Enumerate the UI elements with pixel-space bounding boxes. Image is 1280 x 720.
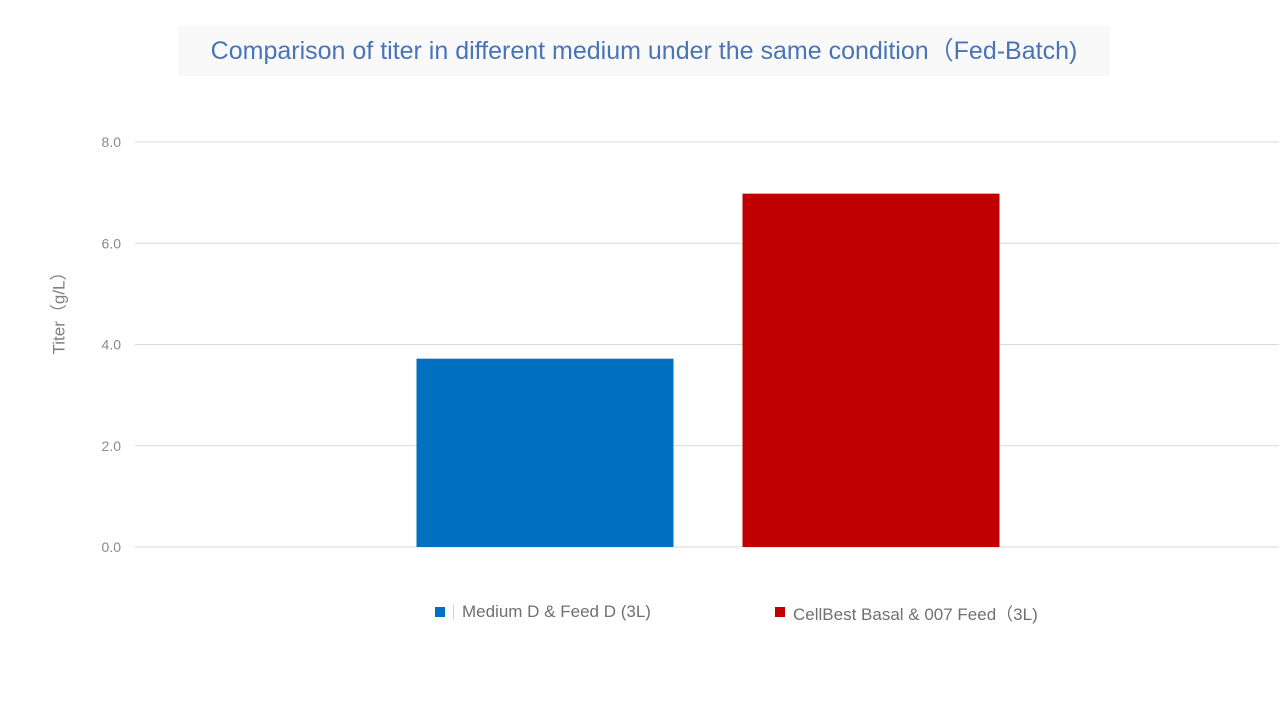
- legend-label-series-2: CellBest Basal & 007 Feed（3L): [793, 604, 1038, 624]
- title-box: Comparison of titer in different medium …: [178, 26, 1110, 76]
- legend-item-series-1: Medium D & Feed D (3L): [435, 600, 651, 624]
- legend-swatch-series-1: [435, 607, 445, 617]
- bar-series-1: [416, 358, 674, 547]
- legend-swatch-series-2: [775, 607, 785, 617]
- legend-separator: [453, 605, 454, 619]
- y-tick-label: 0.0: [102, 539, 122, 555]
- legend: Medium D & Feed D (3L) CellBest Basal & …: [0, 600, 1280, 624]
- y-tick-label: 8.0: [102, 134, 122, 150]
- y-tick-label: 2.0: [102, 438, 122, 454]
- y-tick-label: 6.0: [102, 235, 122, 251]
- legend-item-series-2: CellBest Basal & 007 Feed（3L): [775, 600, 1038, 624]
- y-tick-label: 4.0: [102, 337, 122, 353]
- bar-series-2: [742, 193, 1000, 547]
- chart-title: Comparison of titer in different medium …: [210, 37, 1078, 65]
- legend-label-series-1: Medium D & Feed D (3L): [462, 602, 651, 621]
